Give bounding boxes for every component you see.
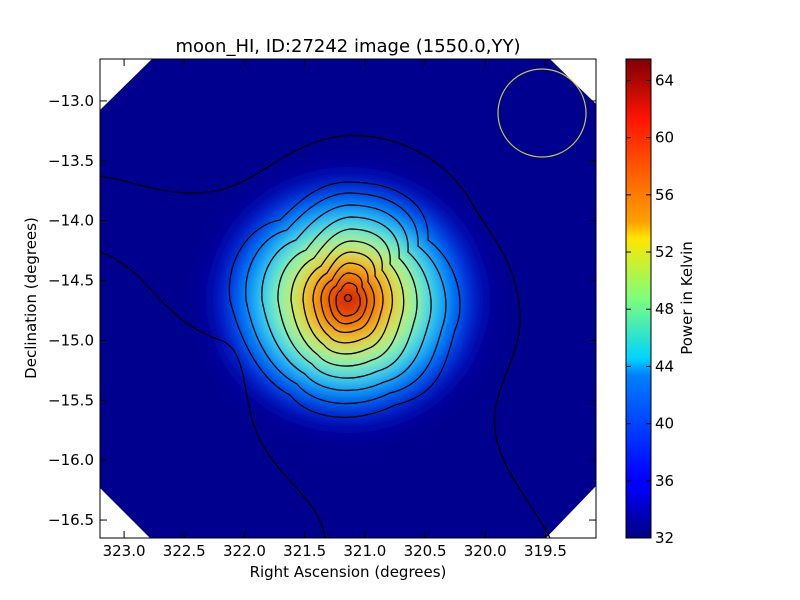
y-axis-ticks: −13.0 −13.5 −14.0 −14.5 −15.0 −15.5 −16.0 −16.5 [48,92,596,529]
x-tick-label: 322.0 [223,542,266,560]
contour-6 [302,240,393,355]
y-tick-label: −16.0 [48,451,94,469]
y-tick-label: −15.5 [48,391,94,409]
x-tick-label: 321.5 [283,542,326,560]
colorbar-tick-label: 32 [655,529,674,547]
y-tick-label: −15.0 [48,331,94,349]
y-tick-label: −14.5 [48,272,94,290]
contour-outer-2 [100,251,326,538]
y-tick-label: −16.5 [48,511,94,529]
contour-7 [312,251,384,344]
contour-2 [245,192,447,405]
contour-1 [228,181,461,418]
colorbar-tick-label: 40 [655,415,674,433]
contour-3 [261,204,432,392]
y-tick-label: −14.0 [48,212,94,230]
beam-circle [497,68,587,158]
y-axis-label: Declination (degrees) [22,217,40,379]
contour-4 [277,216,418,379]
colorbar-gradient [625,58,652,539]
x-tick-label: 320.0 [464,542,507,560]
corner-blank-top-left [100,59,152,110]
colorbar-tick-label: 56 [655,186,674,204]
colorbar: 32 36 40 44 48 52 56 60 64 Power in Kelvin [625,58,696,547]
contour-outer [100,135,551,538]
colorbar-ticks: 32 36 40 44 48 52 56 60 64 [626,71,674,547]
colorbar-tick-label: 36 [655,472,674,490]
corner-blank-bottom-left [100,488,150,538]
colorbar-tick-label: 60 [655,129,674,147]
contour-8 [320,262,375,334]
y-tick-label: −13.0 [48,92,94,110]
plot-area [100,59,596,538]
colorbar-tick-label: 48 [655,300,674,318]
plot-frame [99,58,597,539]
corner-blank-bottom-right [546,486,596,538]
x-tick-label: 323.0 [103,542,146,560]
colorbar-tick-label: 44 [655,357,674,375]
x-tick-label: 320.5 [404,542,447,560]
x-axis-label: Right Ascension (degrees) [250,563,447,581]
contour-lines [100,135,551,538]
contour-9 [328,272,368,325]
colorbar-tick-label: 52 [655,243,674,261]
colorbar-label: Power in Kelvin [678,241,696,355]
x-axis-ticks: 323.0 322.5 322.0 321.5 321.0 320.5 320.0 319.5 [103,59,567,560]
colorbar-tick-label: 64 [655,71,674,89]
x-tick-label: 322.5 [163,542,206,560]
y-tick-label: −13.5 [48,152,94,170]
contour-5 [290,228,405,367]
chart-title: moon_HI, ID:27242 image (1550.0,YY) [176,36,521,57]
x-tick-label: 319.5 [524,542,567,560]
x-tick-label: 321.0 [343,542,386,560]
contour-10 [335,282,362,317]
contour-peak [343,293,353,303]
